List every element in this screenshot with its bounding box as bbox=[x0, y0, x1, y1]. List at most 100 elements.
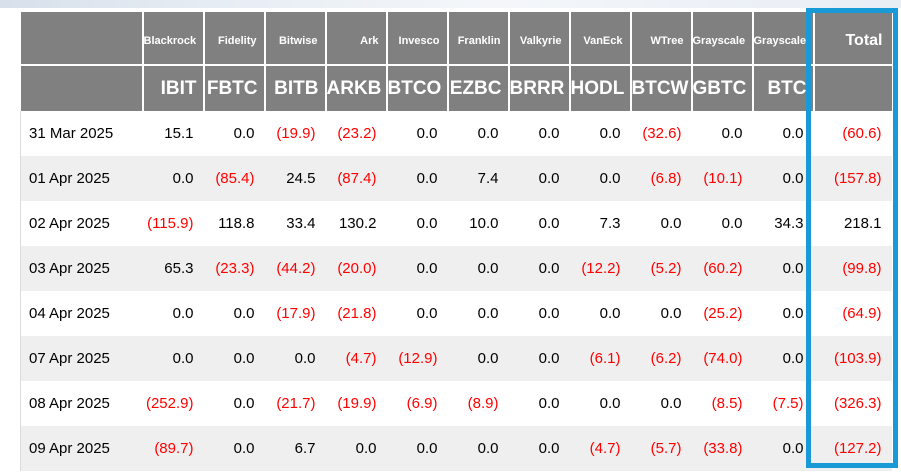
col-ticker-arkb: ARKB bbox=[325, 65, 388, 111]
value-cell: 0.0 bbox=[508, 336, 570, 381]
total-cell: (127.2) bbox=[813, 426, 892, 471]
value-cell: (21.7) bbox=[264, 381, 326, 426]
value-cell: (12.9) bbox=[386, 336, 448, 381]
col-ticker-empty bbox=[813, 65, 892, 111]
value-cell: 0.0 bbox=[508, 246, 570, 291]
value-cell: (5.7) bbox=[630, 426, 692, 471]
col-ticker-gbtc: GBTC bbox=[691, 65, 754, 111]
col-issuer-grayscale-10: Grayscale bbox=[691, 12, 754, 66]
value-cell: 0.0 bbox=[752, 336, 814, 381]
etf-flows-table: Blackrock Fidelity Bitwise Ark Invesco Frankl… bbox=[20, 12, 892, 471]
value-cell: 0.0 bbox=[508, 291, 570, 336]
value-cell: 0.0 bbox=[569, 291, 631, 336]
value-cell: 0.0 bbox=[203, 291, 265, 336]
date-cell: 04 Apr 2025 bbox=[20, 291, 143, 336]
top-edge-decoration bbox=[0, 0, 901, 8]
value-cell: 0.0 bbox=[508, 381, 570, 426]
col-issuer-fidelity-2: Fidelity bbox=[203, 12, 266, 66]
total-cell: (64.9) bbox=[813, 291, 892, 336]
table-row: 09 Apr 2025 (89.7) 0.0 6.7 0.0 0.0 0.0 0.0 (4.7)… bbox=[20, 426, 892, 471]
value-cell: 0.0 bbox=[691, 111, 753, 156]
col-ticker-bitb: BITB bbox=[264, 65, 327, 111]
value-cell: 7.3 bbox=[569, 201, 631, 246]
table-row: 01 Apr 2025 0.0 (85.4) 24.5 (87.4) 0.0 7.4 0.0 0… bbox=[20, 156, 892, 201]
value-cell: 0.0 bbox=[203, 111, 265, 156]
col-ticker-empty bbox=[20, 65, 144, 111]
col-issuer-blackrock-1: Blackrock bbox=[142, 12, 205, 66]
value-cell: 0.0 bbox=[447, 336, 509, 381]
value-cell: (23.3) bbox=[203, 246, 265, 291]
value-cell: 0.0 bbox=[447, 291, 509, 336]
value-cell: (60.2) bbox=[691, 246, 753, 291]
value-cell: (17.9) bbox=[264, 291, 326, 336]
col-ticker-brrr: BRRR bbox=[508, 65, 571, 111]
value-cell: (85.4) bbox=[203, 156, 265, 201]
total-cell: (103.9) bbox=[813, 336, 892, 381]
value-cell: (19.9) bbox=[325, 381, 387, 426]
value-cell: 33.4 bbox=[264, 201, 326, 246]
col-issuer-wtree-9: WTree bbox=[630, 12, 693, 66]
table-header: Blackrock Fidelity Bitwise Ark Invesco Frankl… bbox=[20, 12, 892, 111]
value-cell: 0.0 bbox=[630, 201, 692, 246]
value-cell: 0.0 bbox=[752, 111, 814, 156]
date-cell: 03 Apr 2025 bbox=[20, 246, 143, 291]
value-cell: (33.8) bbox=[691, 426, 753, 471]
value-cell: (7.5) bbox=[752, 381, 814, 426]
col-issuer-valkyrie-7: Valkyrie bbox=[508, 12, 571, 66]
value-cell: (6.1) bbox=[569, 336, 631, 381]
total-cell: (326.3) bbox=[813, 381, 892, 426]
table-row: 07 Apr 2025 0.0 0.0 0.0 (4.7) (12.9) 0.0 0.0 (6.… bbox=[20, 336, 892, 381]
value-cell: (74.0) bbox=[691, 336, 753, 381]
value-cell: 0.0 bbox=[203, 381, 265, 426]
issuers-row: Blackrock Fidelity Bitwise Ark Invesco Frankl… bbox=[20, 12, 892, 66]
date-cell: 01 Apr 2025 bbox=[20, 156, 143, 201]
col-ticker-fbtc: FBTC bbox=[203, 65, 266, 111]
date-cell: 07 Apr 2025 bbox=[20, 336, 143, 381]
value-cell: 0.0 bbox=[447, 111, 509, 156]
value-cell: 34.3 bbox=[752, 201, 814, 246]
value-cell: (21.8) bbox=[325, 291, 387, 336]
value-cell: 10.0 bbox=[447, 201, 509, 246]
value-cell: 7.4 bbox=[447, 156, 509, 201]
value-cell: (4.7) bbox=[325, 336, 387, 381]
value-cell: 0.0 bbox=[752, 291, 814, 336]
total-cell: (157.8) bbox=[813, 156, 892, 201]
value-cell: 0.0 bbox=[203, 336, 265, 381]
value-cell: (20.0) bbox=[325, 246, 387, 291]
value-cell: (6.2) bbox=[630, 336, 692, 381]
value-cell: 0.0 bbox=[569, 381, 631, 426]
total-cell: 218.1 bbox=[813, 201, 892, 246]
value-cell: 0.0 bbox=[386, 156, 448, 201]
col-issuer-invesco-5: Invesco bbox=[386, 12, 449, 66]
value-cell: (115.9) bbox=[142, 201, 204, 246]
value-cell: 0.0 bbox=[386, 246, 448, 291]
value-cell: (8.9) bbox=[447, 381, 509, 426]
col-ticker-ezbc: EZBC bbox=[447, 65, 510, 111]
date-cell: 08 Apr 2025 bbox=[20, 381, 143, 426]
value-cell: 0.0 bbox=[447, 426, 509, 471]
col-issuer-bitwise-3: Bitwise bbox=[264, 12, 327, 66]
col-issuer-vaneck-8: VanEck bbox=[569, 12, 632, 66]
value-cell: (5.2) bbox=[630, 246, 692, 291]
value-cell: 65.3 bbox=[142, 246, 204, 291]
value-cell: (32.6) bbox=[630, 111, 692, 156]
value-cell: 0.0 bbox=[508, 426, 570, 471]
col-ticker-btco: BTCO bbox=[386, 65, 449, 111]
value-cell: (6.9) bbox=[386, 381, 448, 426]
value-cell: (19.9) bbox=[264, 111, 326, 156]
table-row: 31 Mar 2025 15.1 0.0 (19.9) (23.2) 0.0 0.0 0.0 0… bbox=[20, 111, 892, 156]
value-cell: (87.4) bbox=[325, 156, 387, 201]
value-cell: 0.0 bbox=[508, 156, 570, 201]
value-cell: 0.0 bbox=[386, 426, 448, 471]
table-row: 08 Apr 2025 (252.9) 0.0 (21.7) (19.9) (6.9) (8… bbox=[20, 381, 892, 426]
col-ticker-hodl: HODL bbox=[569, 65, 632, 111]
col-issuer-total-12: Total bbox=[813, 12, 892, 66]
col-issuer-franklin-6: Franklin bbox=[447, 12, 510, 66]
value-cell: 0.0 bbox=[752, 156, 814, 201]
col-issuer-grayscale-11: Grayscale bbox=[752, 12, 815, 66]
value-cell: 0.0 bbox=[386, 291, 448, 336]
col-issuer-empty bbox=[20, 12, 144, 66]
date-cell: 31 Mar 2025 bbox=[20, 111, 143, 156]
value-cell: 118.8 bbox=[203, 201, 265, 246]
col-issuer-ark-4: Ark bbox=[325, 12, 388, 66]
